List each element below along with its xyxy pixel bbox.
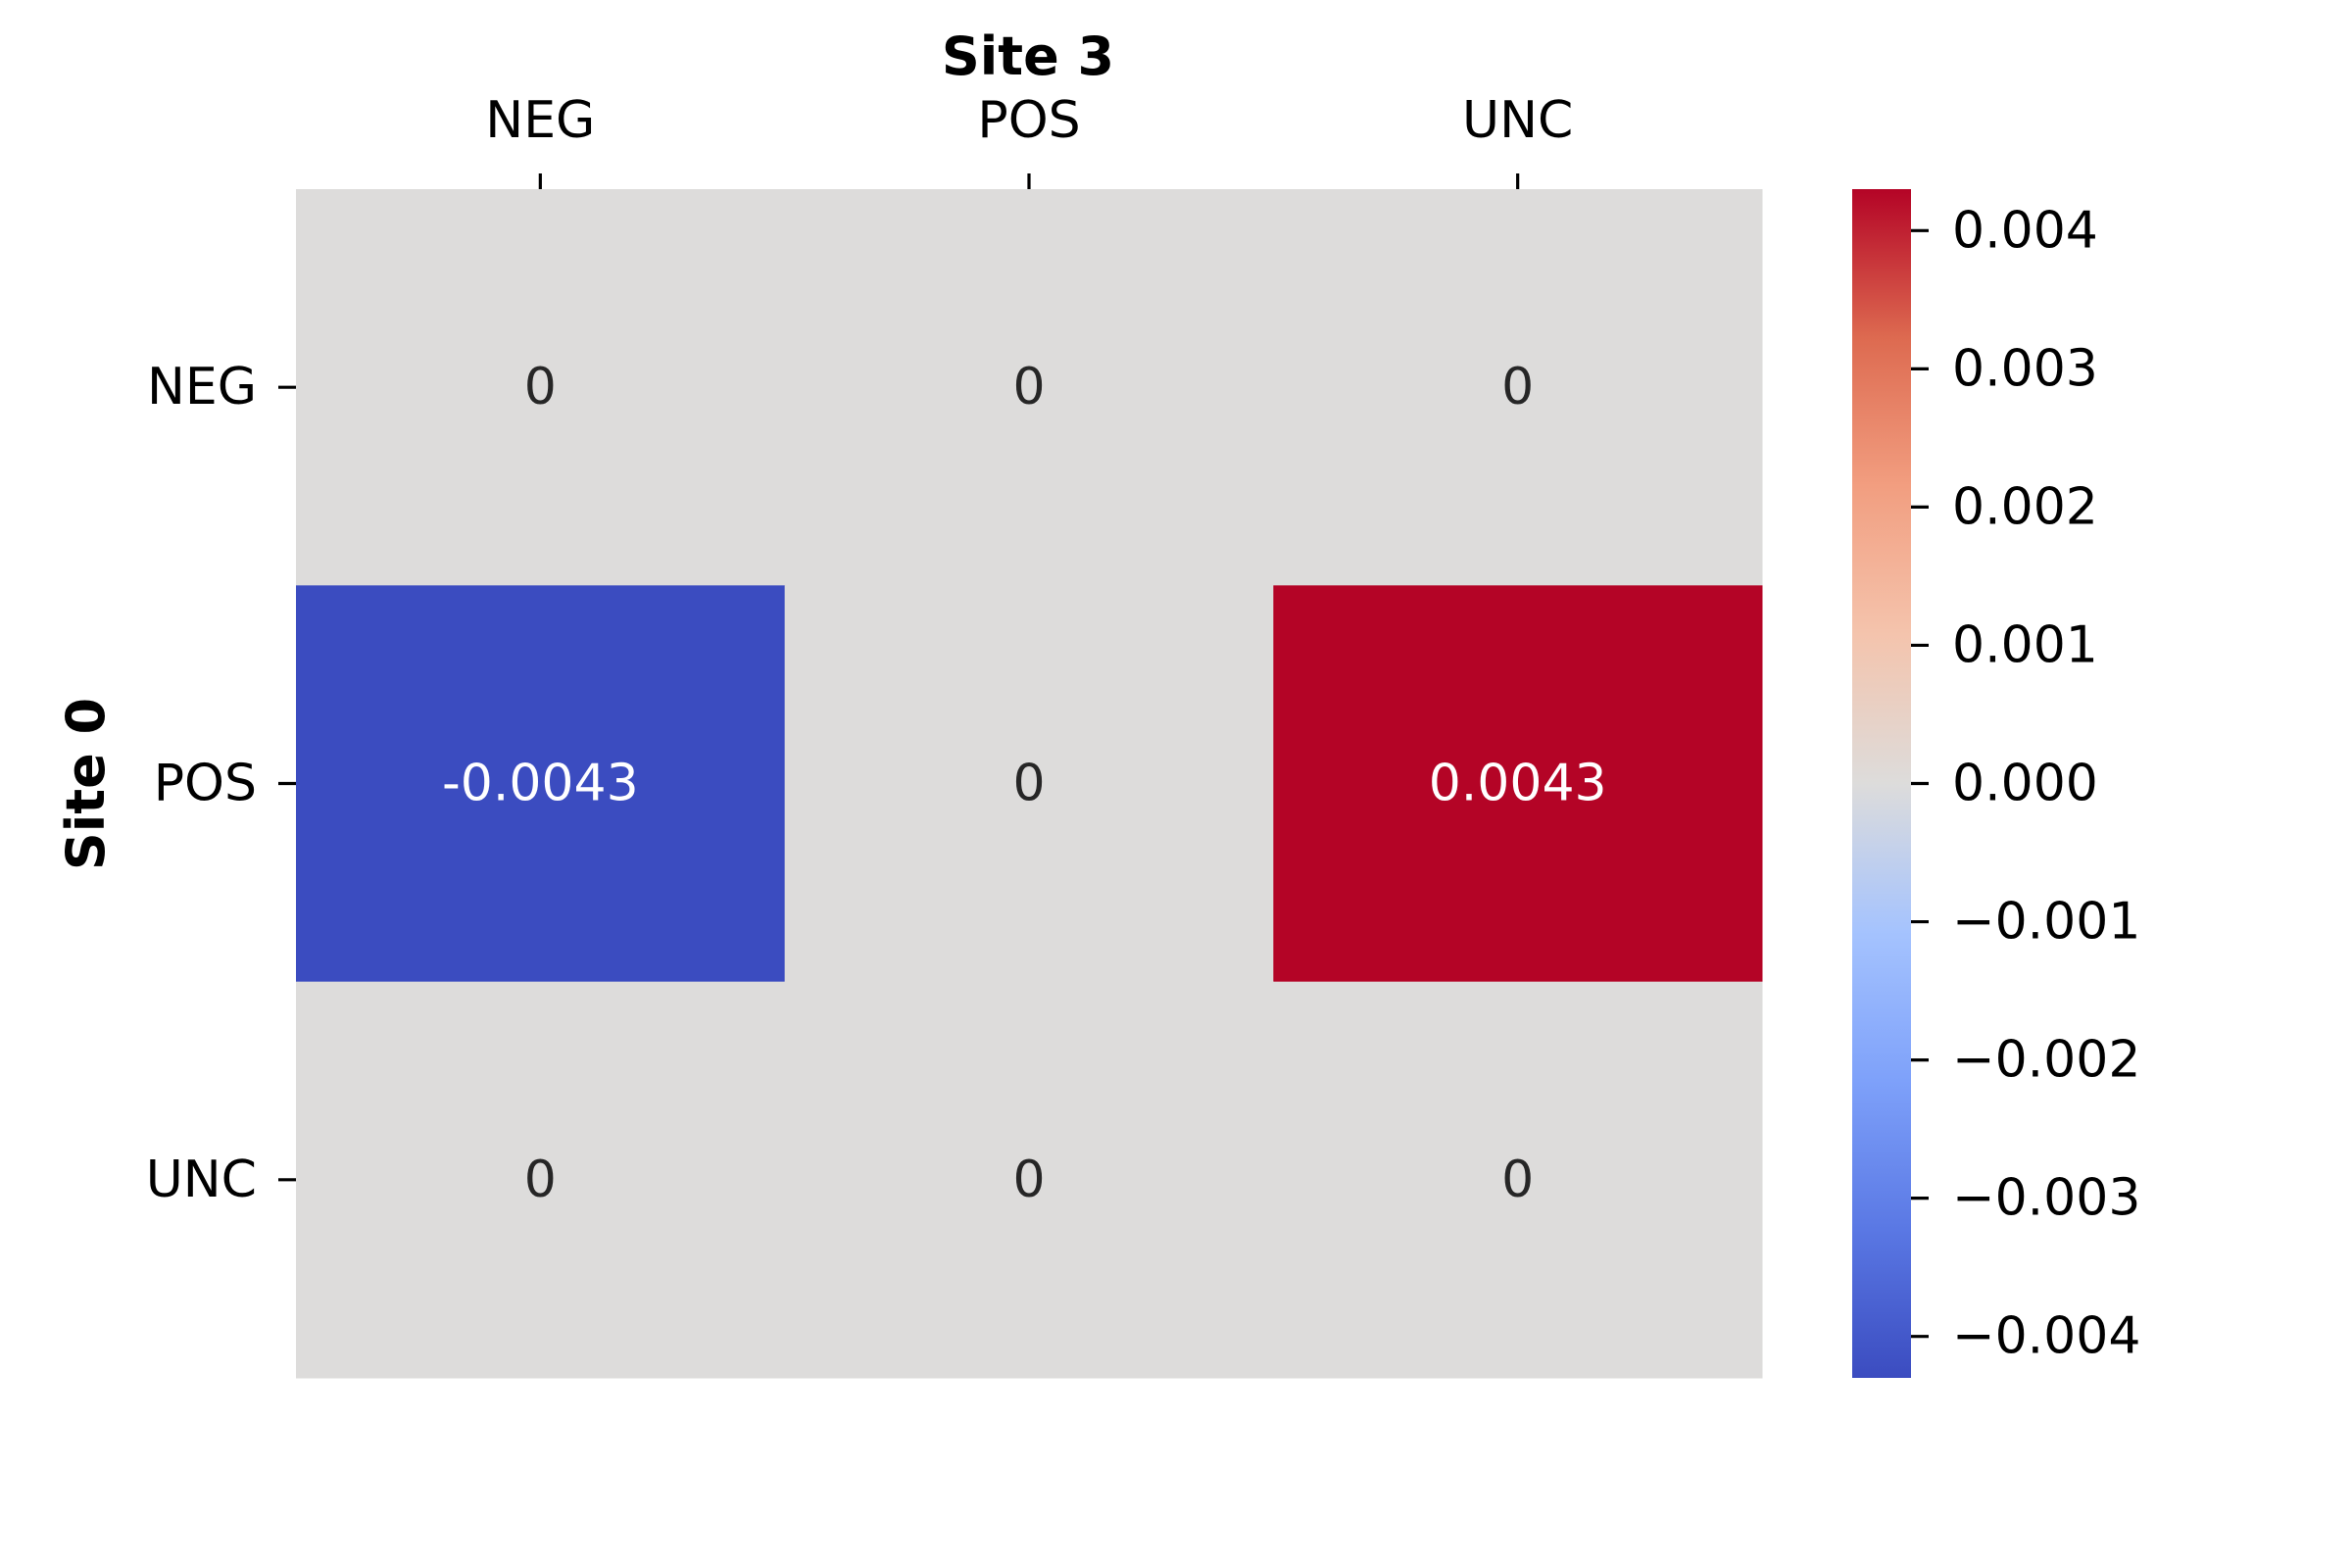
colorbar-tick-label: 0.000 (1952, 755, 2098, 813)
heatmap-cell (784, 189, 1274, 586)
colorbar-tick-label: −0.004 (1952, 1307, 2140, 1366)
heatmap-cell (296, 981, 786, 1379)
colorbar-ticks: 0.004 0.003 0.002 0.001 0.000 −0.001 −0.002 −0.… (1911, 201, 2140, 1366)
x-axis-title: Site 3 (942, 25, 1114, 87)
colorbar-tick-label: 0.004 (1952, 201, 2098, 260)
colorbar-tick-label: 0.002 (1952, 477, 2098, 536)
cell-annotation: 0 (1012, 755, 1045, 813)
colorbar-tick-label: 0.003 (1952, 339, 2098, 398)
cell-annotation: 0 (524, 1151, 557, 1209)
cell-annotation: 0 (524, 358, 557, 416)
x-axis-ticks: NEG POS UNC (485, 91, 1573, 189)
heatmap-cell (1273, 189, 1763, 586)
x-tick-label: POS (977, 91, 1080, 150)
heatmap-cell (1273, 585, 1763, 983)
cell-annotations: 0 0 0 -0.0043 0 0.0043 0 0 0 (442, 358, 1607, 1209)
y-tick-label: POS (154, 755, 257, 813)
cell-annotation: -0.0043 (442, 755, 639, 813)
x-tick-label: UNC (1462, 91, 1573, 150)
heatmap-cell (296, 585, 786, 983)
colorbar-tick-label: −0.002 (1952, 1031, 2140, 1090)
heatmap-cell (784, 585, 1274, 983)
x-tick-label: NEG (485, 91, 595, 150)
heatmap-cells (296, 189, 1763, 1379)
heatmap-cell (1273, 981, 1763, 1379)
colorbar-tick-label: −0.003 (1952, 1169, 2140, 1228)
heatmap-cell (784, 981, 1274, 1379)
cell-annotation: 0 (1501, 358, 1534, 416)
cell-annotation: 0 (1012, 358, 1045, 416)
heatmap-cell (296, 189, 786, 586)
cell-annotation: 0 (1012, 1151, 1045, 1209)
y-axis-title: Site 0 (55, 698, 117, 870)
y-tick-label: NEG (147, 358, 257, 416)
cell-annotation: 0 (1501, 1151, 1534, 1209)
cell-annotation: 0.0043 (1429, 755, 1607, 813)
colorbar-tick-label: −0.001 (1952, 893, 2140, 952)
colorbar (1852, 189, 1911, 1378)
y-tick-label: UNC (146, 1151, 257, 1209)
colorbar-tick-label: 0.001 (1952, 615, 2098, 674)
y-axis-ticks: NEG POS UNC (146, 358, 296, 1209)
